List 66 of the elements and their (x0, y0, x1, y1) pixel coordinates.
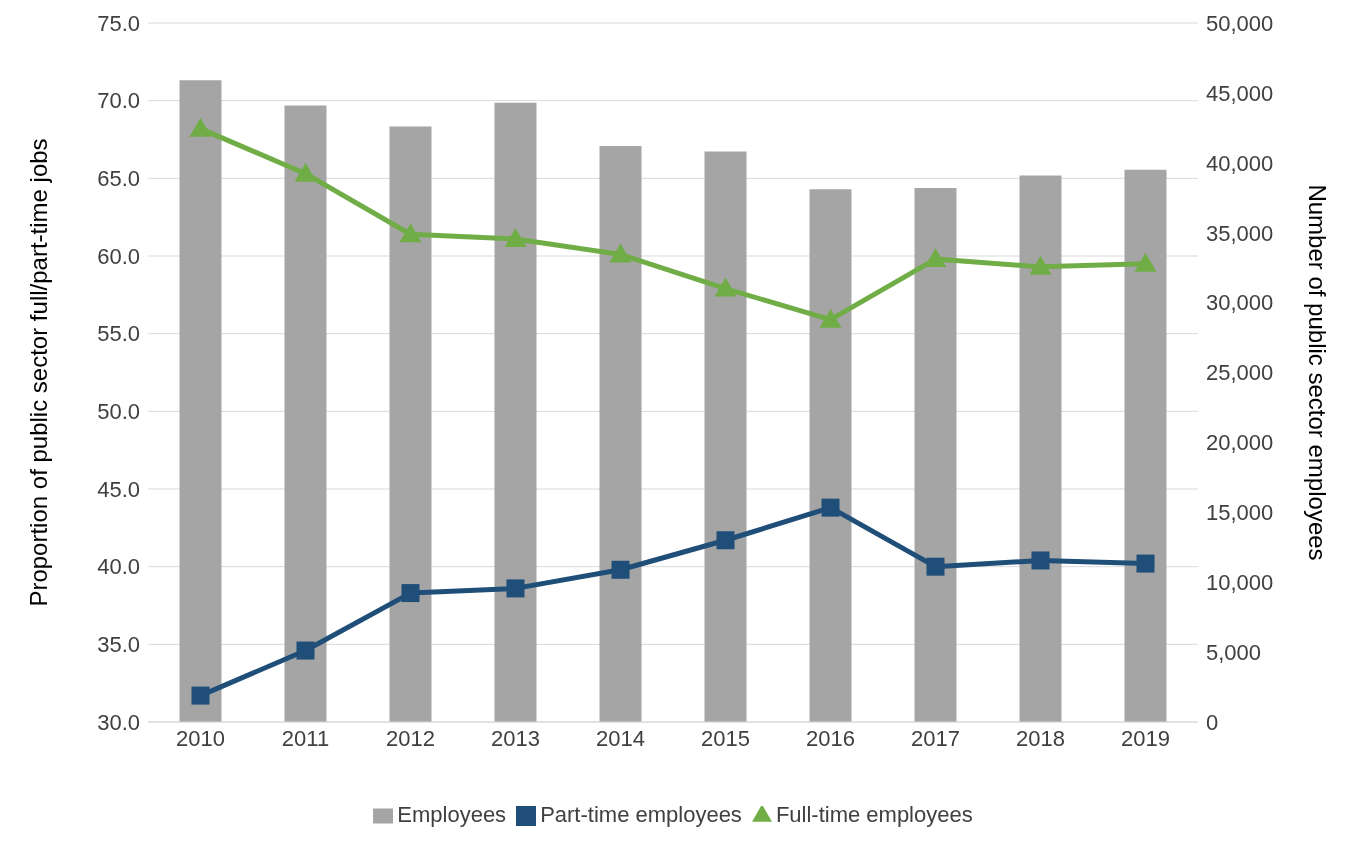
y-tick-label: 55.0 (97, 321, 140, 347)
bar (914, 187, 957, 722)
point (191, 686, 210, 705)
bar (599, 146, 642, 722)
bar (179, 80, 222, 722)
bar (1019, 175, 1062, 722)
x-tick-label: 2016 (806, 725, 855, 751)
y-axis-title: Proportion of public sector full/part-time jobs (24, 138, 52, 607)
x-tick-label: 2018 (1016, 725, 1065, 751)
y2-tick-label: 10,000 (1206, 570, 1274, 596)
y-tick-label: 75.0 (97, 10, 140, 36)
point (399, 223, 422, 243)
x-tick-label: 2017 (911, 725, 960, 751)
point (924, 248, 947, 268)
y-tick-label: 50.0 (97, 399, 140, 425)
point (1134, 252, 1157, 272)
point (1031, 551, 1050, 570)
point (819, 308, 842, 328)
point (1029, 255, 1052, 275)
y2-tick-label: 30,000 (1206, 290, 1274, 316)
y2-tick-label: 50,000 (1206, 10, 1274, 36)
y2-tick-label: 20,000 (1206, 430, 1274, 456)
point (504, 227, 527, 247)
y2-tick-label: 5,000 (1206, 639, 1262, 665)
bar (389, 126, 432, 722)
bar (704, 151, 747, 722)
point (506, 579, 525, 598)
y-tick-label: 40.0 (97, 554, 140, 580)
point (926, 557, 945, 576)
y-tick-label: 60.0 (97, 243, 140, 269)
bar (809, 189, 852, 722)
legend-label: Part-time employees (540, 802, 742, 827)
point (401, 584, 420, 603)
point (296, 641, 315, 660)
point (714, 277, 737, 297)
point (821, 498, 840, 517)
x-tick-label: 2019 (1121, 725, 1170, 751)
x-tick-label: 2015 (701, 725, 750, 751)
point (189, 117, 212, 137)
bar (494, 102, 537, 722)
x-tick-label: 2013 (491, 725, 540, 751)
y-tick-label: 70.0 (97, 88, 140, 114)
y2-tick-label: 35,000 (1206, 220, 1274, 246)
y2-tick-label: 45,000 (1206, 80, 1274, 106)
x-tick-label: 2014 (596, 725, 645, 751)
legend-label: Employees (397, 802, 507, 827)
x-tick-label: 2010 (176, 725, 225, 751)
bar (284, 105, 327, 722)
y2-tick-label: 15,000 (1206, 500, 1274, 526)
x-tick-label: 2012 (386, 725, 435, 751)
x-tick-label: 2011 (281, 725, 330, 751)
point (716, 531, 735, 550)
y-tick-label: 45.0 (97, 476, 140, 502)
y-tick-label: 65.0 (97, 166, 140, 192)
y2-tick-label: 0 (1206, 709, 1219, 735)
point (611, 560, 630, 579)
y2-tick-label: 25,000 (1206, 360, 1274, 386)
legend-label: Full-time employees (775, 802, 973, 827)
bar (1124, 169, 1167, 722)
y2-axis-title: Number of public sector employees (1304, 184, 1332, 561)
y-tick-label: 35.0 (97, 632, 140, 658)
y2-tick-label: 40,000 (1206, 150, 1274, 176)
point (609, 243, 632, 263)
point (294, 162, 317, 182)
y-tick-label: 30.0 (97, 709, 140, 735)
point (1136, 554, 1155, 573)
